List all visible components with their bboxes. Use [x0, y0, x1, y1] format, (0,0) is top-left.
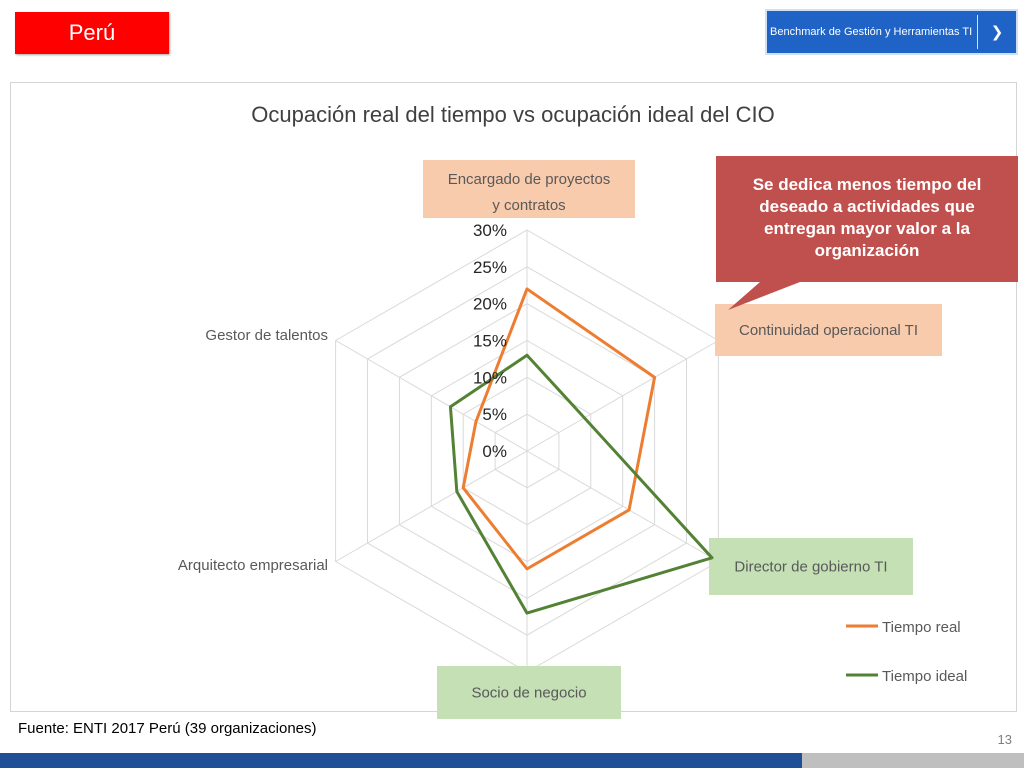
tick-label: 10%	[473, 368, 507, 387]
grid-spoke	[335, 340, 528, 452]
tick-label: 15%	[473, 332, 507, 351]
chart-title: Ocupación real del tiempo vs ocupación i…	[251, 102, 774, 127]
category-label: Gestor de talentos	[205, 327, 328, 344]
category-label: y contratos	[492, 197, 565, 214]
chevron-right-icon[interactable]: ❯	[990, 24, 1004, 41]
tick-label: 25%	[473, 258, 507, 277]
category-label: Continuidad operacional TI	[739, 322, 918, 339]
bottom-bar	[0, 753, 802, 768]
legend-label: Tiempo ideal	[882, 668, 967, 685]
country-tag: Perú	[15, 12, 169, 54]
tick-label: 0%	[482, 442, 507, 461]
category-box	[423, 160, 635, 218]
source-note: Fuente: ENTI 2017 Perú (39 organizacione…	[18, 720, 317, 737]
callout-text: Se dedica menos tiempo del deseado a act…	[752, 175, 982, 260]
category-box	[715, 304, 942, 356]
category-label: Arquitecto empresarial	[178, 557, 328, 574]
category-box	[709, 538, 913, 595]
callout-box	[716, 156, 1018, 310]
benchmark-button-divider	[977, 15, 978, 49]
tick-label: 5%	[482, 405, 507, 424]
series-line	[461, 287, 657, 571]
tick-label: 20%	[473, 295, 507, 314]
legend-label: Tiempo real	[882, 619, 961, 636]
tick-label: 30%	[473, 221, 507, 240]
category-label: Encargado de proyectos	[448, 171, 611, 188]
benchmark-button[interactable]: Benchmark de Gestión y Herramientas TI ❯	[765, 9, 1018, 55]
bottom-bar-gray	[802, 753, 1024, 768]
grid-spoke	[526, 450, 719, 562]
series-line	[448, 353, 714, 615]
category-box	[437, 666, 621, 719]
grid-spoke	[335, 450, 528, 562]
page-number: 13	[997, 732, 1012, 747]
benchmark-button-label: Benchmark de Gestión y Herramientas TI	[770, 26, 973, 38]
category-label: Socio de negocio	[471, 685, 586, 702]
category-label: Director de gobierno TI	[734, 559, 887, 576]
grid-spoke	[526, 340, 719, 452]
